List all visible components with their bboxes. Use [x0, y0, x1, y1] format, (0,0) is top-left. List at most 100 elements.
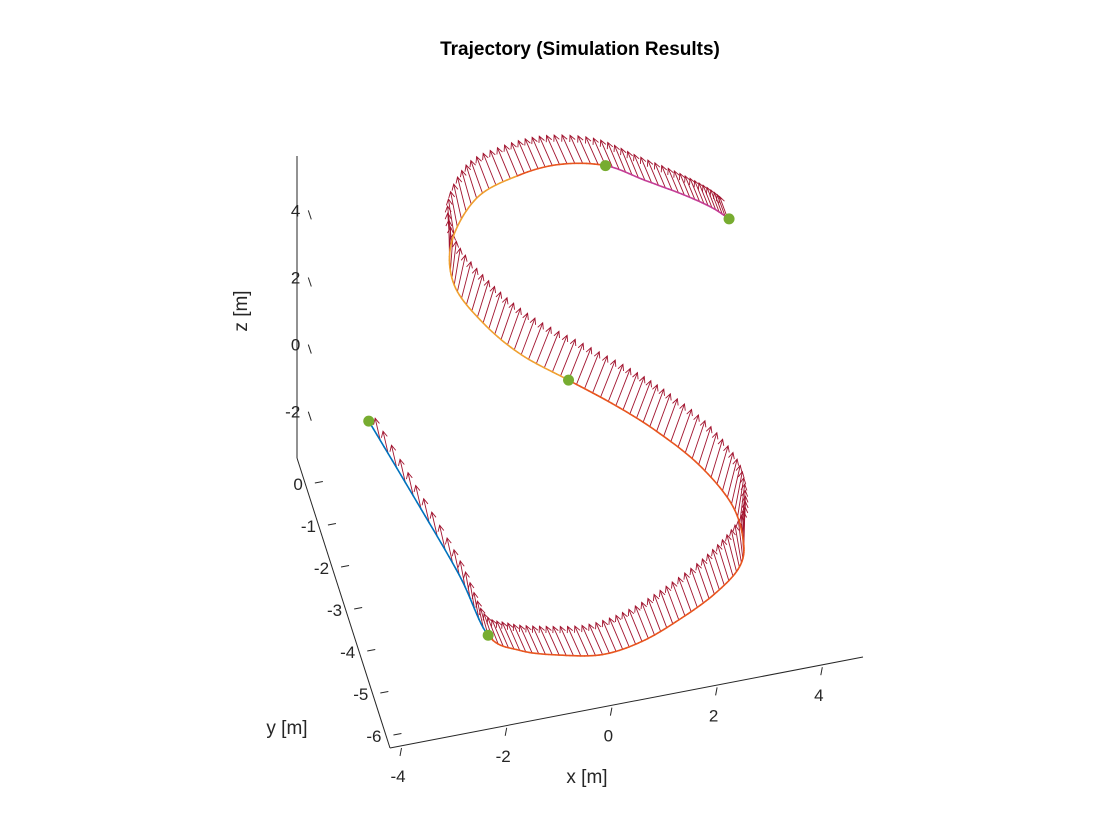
z-tick-label: 4: [291, 201, 300, 220]
velocity-arrow-shaft: [607, 142, 620, 170]
velocity-arrow-head: [599, 139, 607, 147]
trajectory-segment: [440, 542, 447, 551]
z-tick-label: -2: [285, 403, 300, 422]
velocity-arrow-shaft: [622, 372, 638, 410]
velocity-arrow-shaft: [707, 554, 720, 590]
velocity-arrow-shaft: [476, 156, 490, 189]
velocity-arrow-head: [615, 614, 622, 623]
velocity-arrow-shaft: [581, 625, 596, 656]
velocity-arrow-shaft: [684, 175, 696, 200]
velocity-arrow-shaft: [659, 590, 674, 624]
velocity-arrow-head: [588, 623, 595, 631]
velocity-arrow-shaft: [466, 268, 478, 305]
velocity-arrow-shaft: [722, 452, 734, 491]
velocity-arrow-head: [553, 330, 560, 339]
waypoint-marker: [599, 160, 611, 172]
velocity-arrow-head: [620, 147, 627, 156]
velocity-arrow-head: [608, 617, 615, 625]
velocity-arrow-shaft: [704, 432, 718, 471]
velocity-arrow-head: [660, 164, 668, 173]
velocity-arrow-shaft: [574, 625, 589, 657]
velocity-arrow-shaft: [494, 297, 508, 335]
velocity-arrow-shaft: [552, 626, 567, 656]
velocity-arrow-shaft: [407, 472, 414, 497]
y-tick: [340, 565, 350, 568]
velocity-arrow-shaft: [525, 625, 540, 654]
velocity-arrow-shaft: [734, 524, 742, 563]
velocity-arrow-head: [617, 363, 624, 372]
velocity-arrow-head: [477, 273, 485, 282]
velocity-arrow-shaft: [461, 170, 472, 205]
velocity-arrow-head: [380, 430, 388, 438]
velocity-arrow-head: [561, 334, 569, 343]
velocity-arrow-shaft: [431, 512, 438, 537]
velocity-arrow-shaft: [641, 602, 655, 636]
velocity-arrow-head: [717, 438, 725, 446]
trajectory-segment: [372, 428, 378, 436]
velocity-arrow-head: [646, 597, 654, 606]
y-axis-label: y [m]: [266, 718, 307, 739]
velocity-arrow-shaft: [740, 490, 746, 530]
velocity-arrow-head: [741, 489, 749, 497]
z-tick-label: 2: [291, 268, 300, 287]
velocity-arrow-head: [452, 240, 460, 248]
velocity-arrow-shaft: [567, 626, 582, 657]
velocity-arrow-shaft: [482, 286, 495, 324]
velocity-arrow-shaft: [670, 403, 685, 442]
velocity-arrow-shaft: [710, 189, 720, 213]
trajectory-segment: [455, 568, 461, 576]
velocity-arrow-head: [517, 139, 524, 148]
velocity-arrow-shaft: [696, 563, 710, 599]
tick-labels: -4 -2 0 2 4 0 -1 -2 -3 -4 -5 -6 4 2 0 -2: [285, 201, 823, 786]
velocity-arrow-shaft: [471, 274, 484, 312]
trajectory-segment: [379, 439, 385, 448]
velocity-arrow-head: [482, 152, 489, 161]
velocity-arrow-shaft: [451, 241, 457, 279]
velocity-arrow-head: [718, 195, 725, 204]
trajectory-segment: [416, 501, 422, 510]
y-tick: [380, 691, 389, 694]
velocity-arrow-head: [645, 379, 652, 388]
velocity-arrow-shaft: [465, 571, 471, 599]
velocity-arrow-shaft: [721, 539, 734, 577]
velocity-arrow-shaft: [482, 153, 497, 186]
velocity-arrow-shaft: [684, 414, 699, 453]
trajectory-segment: [395, 467, 402, 477]
velocity-arrow-shaft: [470, 160, 483, 194]
velocity-arrow-head: [601, 619, 609, 628]
velocity-arrow-shaft: [634, 605, 649, 639]
velocity-arrow-shaft: [702, 184, 713, 208]
trajectory-segment: [424, 515, 431, 524]
velocity-arrow-shaft: [585, 136, 599, 165]
trajectory-segment: [478, 618, 482, 625]
velocity-arrow-shaft: [737, 477, 745, 517]
velocity-arrow-head: [621, 611, 628, 620]
y-tick-label: 0: [293, 475, 302, 494]
velocity-arrow-shaft: [742, 496, 746, 536]
x-tick: [609, 707, 613, 716]
velocity-arrow-head: [545, 134, 553, 143]
velocity-arrow-head: [667, 167, 674, 176]
velocity-arrow-head: [653, 161, 661, 170]
velocity-arrow-shaft: [501, 621, 515, 650]
velocity-arrow-head: [634, 604, 641, 613]
velocity-arrow-shaft: [600, 359, 616, 398]
velocity-arrow-head: [512, 623, 520, 632]
waypoint-marker: [482, 629, 494, 641]
velocity-arrow-shaft: [713, 192, 723, 215]
velocity-arrow-shaft: [576, 347, 592, 385]
velocity-arrow-shaft: [453, 248, 461, 286]
velocity-arrow-head: [716, 543, 723, 552]
trajectory-segment: [420, 508, 426, 517]
trajectory-segment: [458, 574, 464, 582]
velocity-arrow-shaft: [678, 577, 692, 612]
velocity-arrow-shaft: [622, 612, 637, 645]
velocity-arrow-head: [577, 134, 584, 143]
velocity-arrow-shaft: [477, 280, 490, 318]
velocity-arrow-head: [652, 593, 660, 602]
velocity-arrow-shaft: [712, 549, 725, 586]
trajectory-segment: [404, 481, 411, 491]
y-tick-label: -2: [314, 559, 329, 578]
velocity-arrow-shaft: [517, 140, 532, 171]
velocity-arrow-head: [553, 134, 560, 142]
